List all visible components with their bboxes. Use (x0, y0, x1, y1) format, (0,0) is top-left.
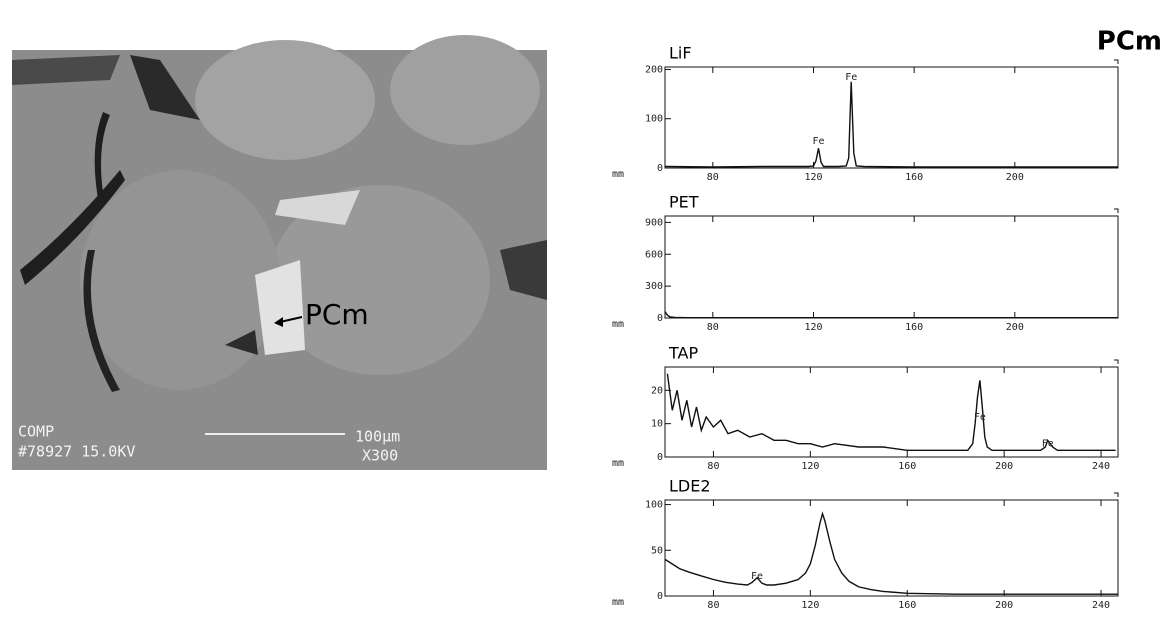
x-unit-label: mm (612, 597, 624, 608)
x-unit-label: mm (612, 319, 624, 330)
figure-title: PCm (1097, 27, 1162, 57)
panel-title: LDE2 (669, 477, 711, 496)
x-tick-label: 240 (1092, 461, 1110, 472)
corner-mark (1114, 59, 1119, 64)
plot-frame (664, 366, 1119, 458)
peak-label: Fe (845, 72, 857, 83)
x-tick-label: 120 (801, 461, 819, 472)
spectrum-line (664, 311, 1118, 319)
peak-label: Fe (1042, 439, 1054, 450)
plot-frame (664, 66, 1119, 169)
corner-mark (1114, 208, 1119, 213)
panel-title: PET (669, 193, 699, 212)
y-tick-label: 20 (651, 385, 663, 396)
plot-frame (664, 499, 1119, 597)
x-tick-label: 120 (804, 322, 822, 333)
x-tick-label: 120 (801, 600, 819, 611)
peak-label: Fe (751, 571, 763, 582)
peak-label: Fe (974, 412, 986, 423)
x-tick-label: 200 (1006, 322, 1024, 333)
y-tick-label: 0 (657, 452, 663, 463)
x-tick-label: 240 (1092, 600, 1110, 611)
y-tick-label: 900 (645, 217, 663, 228)
y-tick-label: 600 (645, 249, 663, 260)
spectrum-line (664, 81, 1118, 168)
corner-mark (1114, 359, 1119, 364)
y-tick-label: 10 (651, 419, 663, 430)
x-tick-label: 160 (905, 172, 923, 183)
image-info: COMP (18, 423, 54, 441)
sem-image (12, 35, 547, 470)
y-tick-label: 0 (657, 313, 663, 324)
x-tick-label: 80 (707, 600, 719, 611)
x-tick-label: 80 (707, 461, 719, 472)
x-tick-label: 120 (804, 172, 822, 183)
image-label: PCm (305, 298, 369, 331)
y-tick-label: 100 (645, 114, 663, 125)
x-tick-label: 160 (898, 600, 916, 611)
image-info: 100µm (355, 428, 400, 446)
x-unit-label: mm (612, 458, 624, 469)
x-tick-label: 80 (707, 322, 719, 333)
y-tick-label: 200 (645, 64, 663, 75)
x-unit-label: mm (612, 169, 624, 180)
panel-title: LiF (669, 44, 692, 63)
y-tick-label: 0 (657, 163, 663, 174)
x-tick-label: 160 (898, 461, 916, 472)
plot-frame (664, 215, 1119, 319)
corner-mark (1114, 492, 1119, 497)
image-info: #78927 15.0KV (18, 443, 135, 461)
y-tick-label: 50 (651, 545, 663, 556)
panel-title: TAP (668, 344, 698, 363)
x-tick-label: 200 (995, 461, 1013, 472)
image-info: X300 (362, 447, 398, 465)
x-tick-label: 80 (707, 172, 719, 183)
spectrum-line (664, 511, 1118, 595)
x-tick-label: 160 (905, 322, 923, 333)
spectrum-line (666, 373, 1116, 451)
y-tick-label: 100 (645, 500, 663, 511)
peak-label: Fe (812, 136, 824, 147)
y-tick-label: 0 (657, 591, 663, 602)
y-tick-label: 300 (645, 281, 663, 292)
x-tick-label: 200 (995, 600, 1013, 611)
x-tick-label: 200 (1006, 172, 1024, 183)
